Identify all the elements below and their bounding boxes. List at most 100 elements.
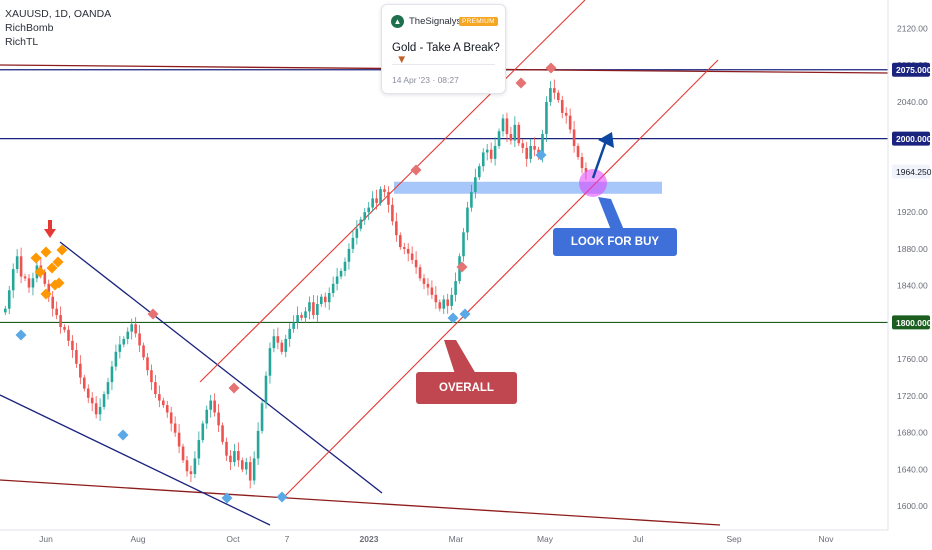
candle-up — [367, 207, 370, 213]
y-tick-label: 1720.00 — [897, 391, 928, 401]
candle-up — [466, 207, 469, 233]
candle-down — [572, 129, 576, 146]
candle-up — [130, 324, 133, 332]
candle-up — [197, 440, 201, 459]
blue-diamond — [221, 492, 233, 504]
buy-setups-label: LOOK FOR BUY SETUPS — [553, 228, 677, 276]
candle-down — [580, 157, 584, 169]
y-tick-label: 1880.00 — [897, 244, 928, 254]
candle-up — [450, 294, 453, 306]
orange-diamond — [34, 266, 46, 278]
blue-diamond — [459, 308, 471, 320]
candle-up — [118, 344, 122, 352]
candle-down — [146, 357, 149, 371]
candle-down — [402, 247, 406, 249]
down-arrow-head — [44, 229, 56, 238]
candle-down — [221, 425, 224, 442]
candle-down — [383, 189, 386, 192]
price-label-text: 1964.250 — [896, 167, 932, 177]
candle-up — [205, 409, 209, 424]
candle-down — [406, 248, 410, 254]
candle-down — [557, 92, 560, 101]
price-axis-bg — [888, 0, 932, 550]
y-tick-label: 1600.00 — [897, 501, 928, 511]
support-line-bottom — [0, 479, 721, 526]
candle-down — [410, 253, 414, 260]
candle-up — [126, 331, 130, 339]
candle-down — [399, 235, 402, 248]
up-arrow-shaft — [591, 140, 608, 179]
candle-down — [71, 340, 74, 350]
blue-diamond — [447, 312, 459, 324]
candle-down — [225, 441, 228, 456]
candle-down — [509, 134, 513, 141]
blue-diamond — [117, 429, 129, 441]
candle-up — [304, 311, 307, 318]
candle-up — [260, 403, 264, 431]
candle-up — [106, 382, 110, 395]
down-arrow-shaft — [48, 220, 52, 229]
candle-down — [426, 283, 430, 288]
orange-diamond — [56, 244, 68, 256]
candle-down — [300, 315, 303, 318]
x-tick-label: Oct — [226, 534, 240, 544]
candle-down — [185, 460, 189, 472]
orange-diamond — [30, 252, 42, 264]
price-label-text: 1800.000 — [896, 318, 932, 328]
candle-down — [395, 221, 398, 236]
candle-down — [63, 327, 66, 330]
bear-channel-upper — [59, 241, 383, 494]
red-diamond — [410, 164, 422, 176]
candle-up — [379, 189, 382, 203]
candle-up — [355, 228, 359, 238]
price-label-bg — [892, 164, 930, 179]
card-title-text: Gold - Take A Break? — [392, 42, 500, 54]
up-arrow-head — [598, 132, 614, 148]
candle-down — [521, 143, 525, 148]
candle-down — [55, 308, 58, 316]
candle-up — [244, 462, 248, 470]
candle-up — [316, 304, 319, 316]
blue-diamond — [15, 329, 27, 341]
support-zone-rect — [394, 181, 662, 194]
idea-card[interactable]: ▲ TheSignalyst PREMIUM Gold - Take A Bre… — [381, 4, 506, 94]
x-tick-label: May — [537, 534, 554, 544]
candle-down — [150, 370, 153, 383]
y-tick-label: 1760.00 — [897, 354, 928, 364]
orange-diamond — [53, 277, 65, 289]
candle-down — [525, 147, 528, 159]
candle-up — [343, 261, 347, 271]
candle-down — [391, 204, 394, 222]
signal-markers — [15, 62, 557, 504]
red-diamond — [147, 308, 159, 320]
candle-up — [371, 198, 374, 208]
candle-up — [114, 351, 118, 367]
buy-label-pointer — [598, 197, 624, 230]
candle-down — [181, 446, 185, 461]
candle-down — [27, 278, 31, 288]
y-tick-label: 1680.00 — [897, 428, 928, 438]
candle-up — [497, 131, 501, 146]
x-tick-label: Jul — [633, 534, 644, 544]
candle-up — [481, 152, 485, 167]
candle-down — [94, 403, 98, 415]
candle-down — [446, 299, 449, 306]
candle-down — [568, 115, 572, 130]
price-label-bg — [892, 62, 930, 77]
candle-down — [375, 198, 378, 203]
candle-up — [296, 315, 299, 323]
candle-down — [23, 276, 27, 279]
price-label-bg — [892, 131, 930, 146]
candle-down — [505, 118, 509, 135]
candle-up — [529, 146, 532, 159]
candle-down — [86, 388, 90, 398]
candle-up — [501, 118, 505, 132]
overall-bullish-label: OVERALL BULLISH — [416, 372, 517, 426]
blue-diamond — [276, 491, 288, 503]
card-title[interactable]: Gold - Take A Break?▼ — [392, 42, 505, 66]
candle-up — [442, 299, 446, 309]
candle-up — [7, 290, 11, 309]
candle-up — [513, 124, 517, 141]
candle-down — [560, 100, 564, 113]
candle-down — [67, 329, 70, 341]
